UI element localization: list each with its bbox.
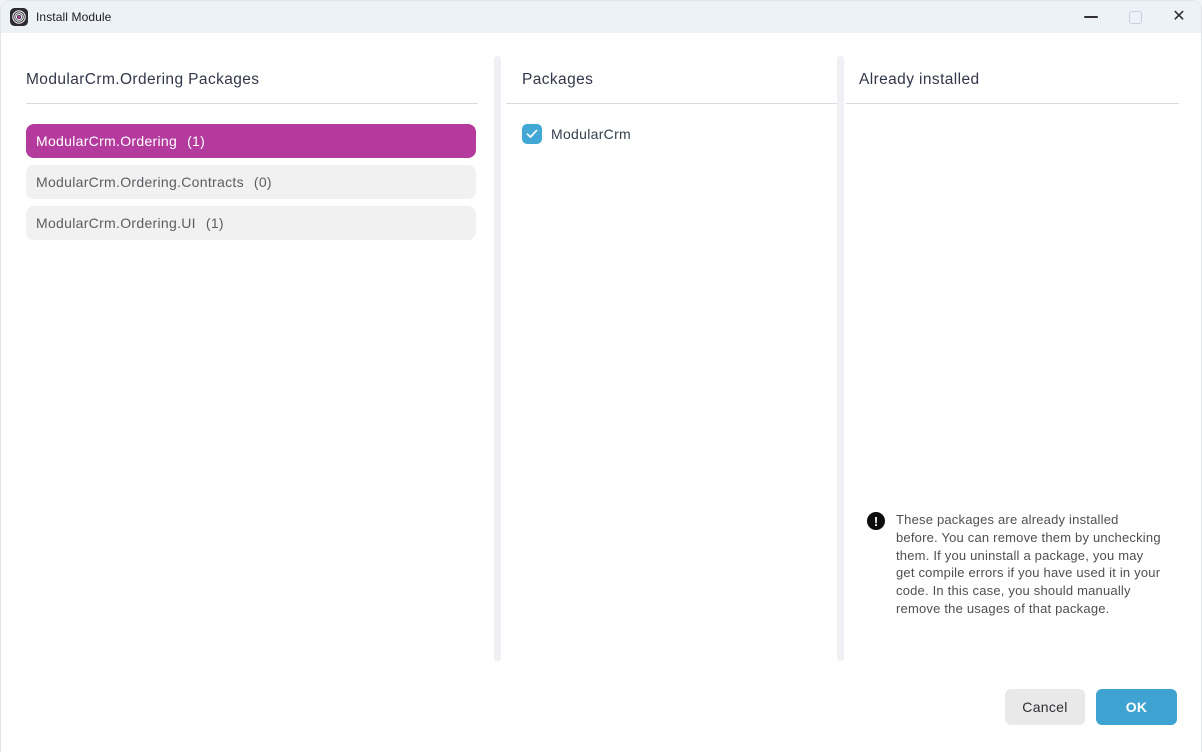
window-controls: ✕ bbox=[1069, 1, 1201, 33]
module-list-item-modularcrm-ordering-contracts[interactable]: ModularCrm.Ordering.Contracts (0) bbox=[26, 165, 476, 199]
module-package-count: (1) bbox=[205, 215, 224, 231]
package-label: ModularCrm bbox=[551, 126, 632, 142]
modules-column: ModularCrm.Ordering Packages ModularCrm.… bbox=[26, 56, 478, 247]
module-list-item-modularcrm-ordering[interactable]: ModularCrm.Ordering (1) bbox=[26, 124, 476, 158]
app-logo-icon bbox=[10, 8, 28, 26]
already-installed-header: Already installed bbox=[846, 56, 1179, 104]
minimize-button[interactable] bbox=[1069, 1, 1113, 33]
minimize-icon bbox=[1084, 16, 1098, 18]
ok-button[interactable]: OK bbox=[1096, 689, 1177, 725]
already-installed-column: Already installed ! These packages are a… bbox=[846, 56, 1179, 693]
packages-column-header: Packages bbox=[506, 56, 837, 104]
maximize-icon bbox=[1128, 10, 1142, 24]
package-row-modularcrm[interactable]: ModularCrm bbox=[522, 124, 837, 144]
module-list-item-modularcrm-ordering-ui[interactable]: ModularCrm.Ordering.UI (1) bbox=[26, 206, 476, 240]
window-title: Install Module bbox=[36, 10, 112, 24]
close-icon: ✕ bbox=[1172, 8, 1186, 25]
dialog-content: ModularCrm.Ordering Packages ModularCrm.… bbox=[1, 33, 1201, 752]
module-package-count: (0) bbox=[253, 174, 272, 190]
packages-column: Packages ModularCrm bbox=[506, 56, 837, 144]
column-divider-right bbox=[837, 56, 844, 661]
module-package-count: (1) bbox=[187, 133, 206, 149]
module-name: ModularCrm.Ordering.Contracts bbox=[36, 174, 244, 190]
titlebar: Install Module ✕ bbox=[1, 1, 1201, 33]
column-divider-left bbox=[494, 56, 501, 661]
exclamation-icon: ! bbox=[867, 512, 885, 530]
maximize-button[interactable] bbox=[1113, 1, 1157, 33]
cancel-button[interactable]: Cancel bbox=[1005, 689, 1085, 725]
module-name: ModularCrm.Ordering bbox=[36, 133, 178, 149]
close-button[interactable]: ✕ bbox=[1157, 1, 1201, 33]
notice-text: These packages are already installed bef… bbox=[896, 512, 1161, 616]
already-installed-notice: ! These packages are already installed b… bbox=[867, 511, 1167, 618]
package-checkbox-checked[interactable] bbox=[522, 124, 542, 144]
checkmark-icon bbox=[526, 129, 538, 138]
module-list: ModularCrm.Ordering (1) ModularCrm.Order… bbox=[26, 124, 478, 240]
module-name: ModularCrm.Ordering.UI bbox=[36, 215, 196, 231]
modules-column-header: ModularCrm.Ordering Packages bbox=[26, 56, 478, 104]
